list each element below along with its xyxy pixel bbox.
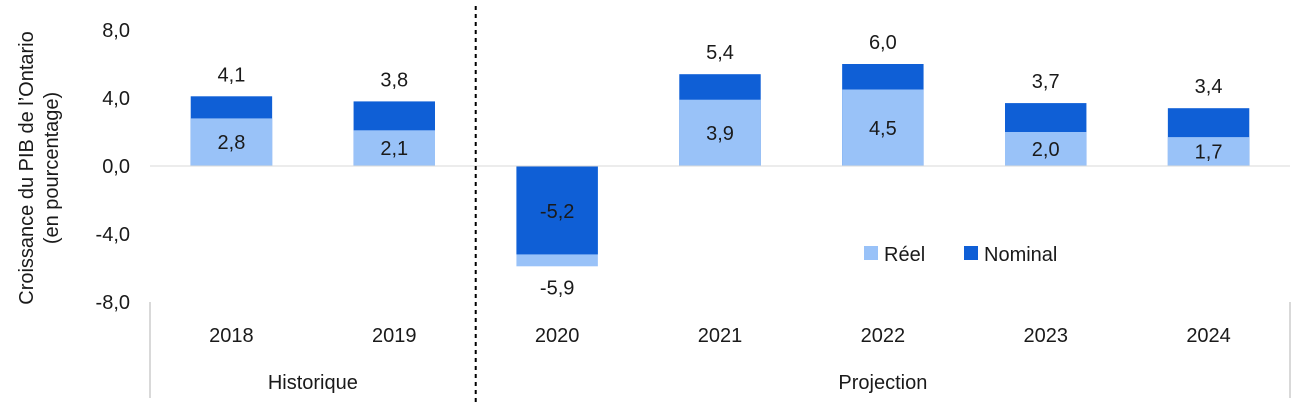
- bar-reel-2023: [1005, 132, 1087, 166]
- y-axis-label-line2: (en pourcentage): [41, 92, 63, 244]
- legend-label-nominal: Nominal: [984, 244, 1057, 266]
- data-label-reel-2018: 2,8: [218, 132, 246, 154]
- legend-label-reel: Réel: [884, 244, 925, 266]
- data-label-nominal-2018: 4,1: [218, 64, 246, 86]
- data-label-nominal-2021: 5,4: [706, 42, 734, 64]
- bar-reel-2024: [1167, 137, 1250, 166]
- y-axis-ticks: 8,0 4,0 0,0 -4,0 -8,0: [96, 20, 130, 314]
- y-axis-label: Croissance du PIB de l’Ontario (en pourc…: [16, 31, 63, 304]
- y-tick-label: -4,0: [96, 224, 130, 246]
- data-label-nominal-2020: -5,2: [540, 201, 574, 223]
- category-label-2022: 2022: [861, 325, 906, 347]
- data-labels: 2,8 4,1 2,1 3,8 -5,2 -5,9 3,9 5,4 4,5 6,0 2,0 3,7 1,…: [218, 32, 1223, 299]
- category-axis: 2018 2019 2020 2021 2022 2023 2024 Historique Pr…: [149, 302, 1291, 398]
- data-label-nominal-2023: 3,7: [1032, 71, 1060, 93]
- data-label-reel-2019: 2,1: [380, 138, 408, 160]
- category-label-2024: 2024: [1186, 325, 1231, 347]
- category-label-2020: 2020: [535, 325, 580, 347]
- bar-reel-2018: [190, 118, 273, 166]
- data-label-reel-2022: 4,5: [869, 118, 897, 140]
- data-label-nominal-2022: 6,0: [869, 32, 897, 54]
- category-label-2023: 2023: [1023, 325, 1068, 347]
- category-label-2021: 2021: [698, 325, 743, 347]
- legend: Réel Nominal: [864, 244, 1057, 266]
- data-label-reel-2024: 1,7: [1195, 142, 1223, 164]
- bar-reel-2019: [353, 130, 435, 166]
- y-axis-label-line1: Croissance du PIB de l’Ontario: [16, 31, 38, 304]
- category-label-2018: 2018: [209, 325, 254, 347]
- bars: [190, 64, 1250, 267]
- category-label-2019: 2019: [372, 325, 417, 347]
- legend-swatch-nominal: [964, 246, 978, 260]
- data-label-nominal-2024: 3,4: [1195, 76, 1223, 98]
- group-label-historique: Historique: [268, 372, 358, 394]
- legend-swatch-reel: [864, 246, 878, 260]
- bar-reel-2021: [679, 99, 761, 166]
- group-label-projection: Projection: [838, 372, 927, 394]
- y-tick-label: -8,0: [96, 292, 130, 314]
- bar-reel-2022: [842, 89, 924, 166]
- data-label-nominal-2019: 3,8: [380, 69, 408, 91]
- y-tick-label: 0,0: [102, 156, 130, 178]
- data-label-reel-2023: 2,0: [1032, 139, 1060, 161]
- data-label-reel-2021: 3,9: [706, 123, 734, 145]
- bar-nominal-2020: [516, 166, 598, 255]
- data-label-reel-2020: -5,9: [540, 277, 574, 299]
- y-tick-label: 4,0: [102, 88, 130, 110]
- y-tick-label: 8,0: [102, 20, 130, 42]
